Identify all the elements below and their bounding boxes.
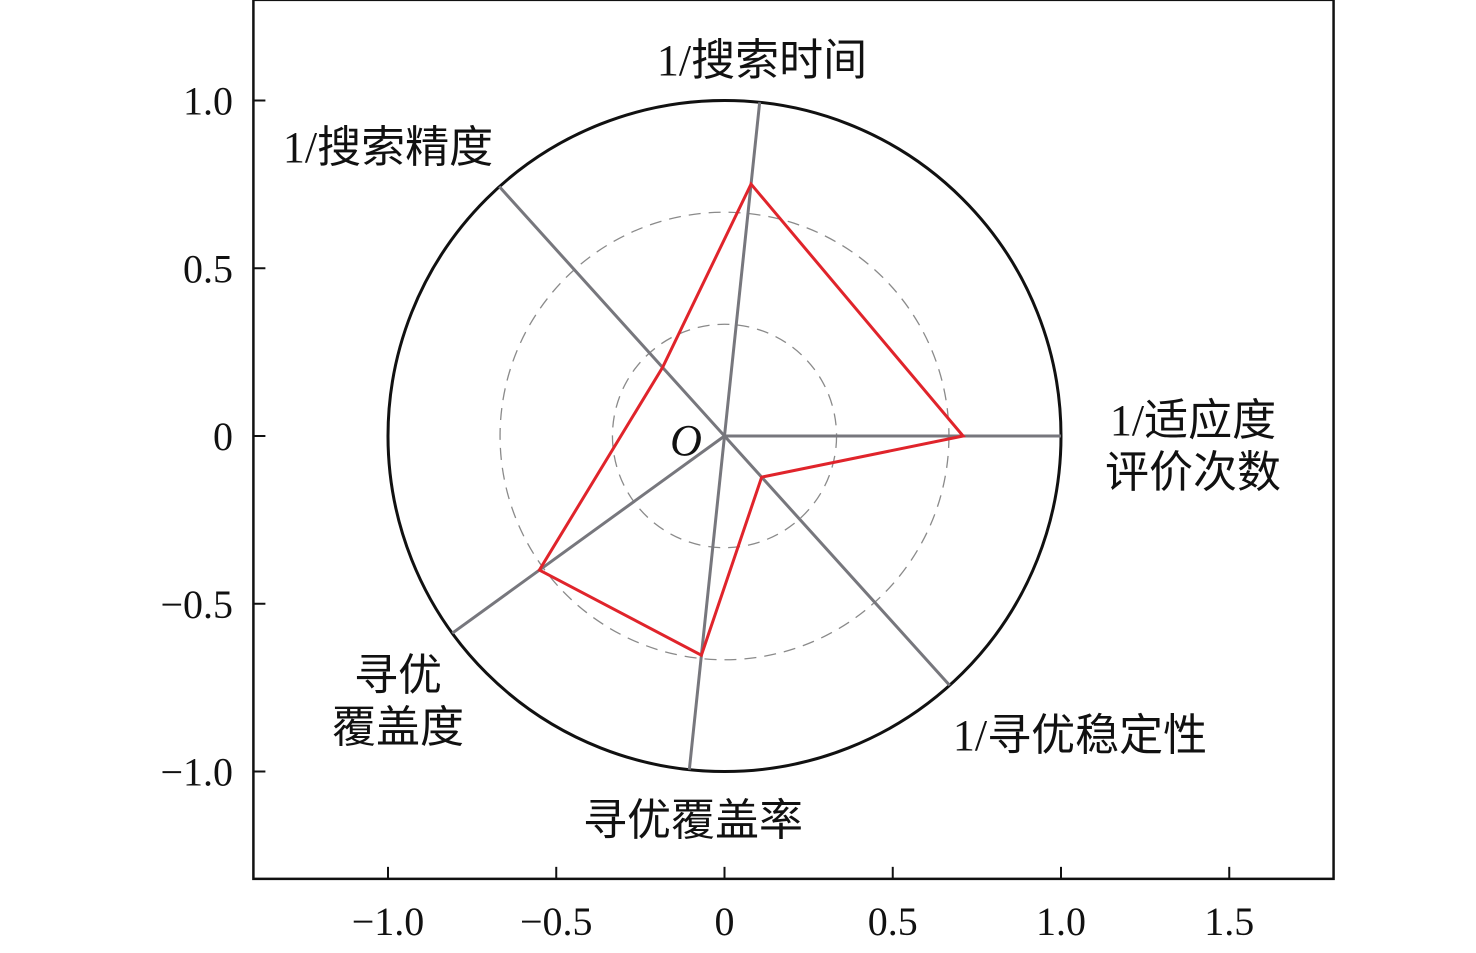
axis-label-line: 1/搜索精度 — [283, 123, 493, 172]
y-tick-label: −1.0 — [160, 750, 233, 795]
axis-label-line: 覆盖度 — [332, 703, 464, 752]
axis-label-line: 1/寻优稳定性 — [953, 711, 1207, 760]
origin-label: O — [670, 416, 702, 465]
axis-label-line: 1/适应度 — [1110, 396, 1276, 445]
axis-label: 寻优覆盖度 — [332, 651, 464, 752]
x-tick-label: 0 — [715, 899, 735, 944]
x-tick-label: 0.5 — [868, 899, 918, 944]
axis-label: 1/搜索精度 — [283, 123, 493, 172]
axis-label: 1/搜索时间 — [657, 36, 867, 85]
radar-spoke — [723, 102, 762, 437]
y-tick-label: 1.0 — [183, 79, 233, 124]
radar-spoke — [687, 435, 726, 770]
axis-label-line: 评价次数 — [1105, 448, 1281, 497]
x-tick-label: 1.0 — [1036, 899, 1086, 944]
x-tick-label: −0.5 — [520, 899, 593, 944]
radar-spoke — [498, 185, 726, 438]
y-tick-label: 0.5 — [183, 246, 233, 291]
radar-spoke — [451, 434, 726, 635]
y-tick-label: −0.5 — [160, 582, 233, 627]
axis-label-line: 寻优 — [354, 651, 442, 700]
radar-spoke — [723, 434, 951, 687]
series-polygon — [537, 181, 966, 658]
y-tick-label: 0 — [213, 414, 233, 459]
axis-label: 1/适应度评价次数 — [1105, 396, 1281, 497]
axis-label-line: 1/搜索时间 — [657, 36, 867, 85]
axis-label: 寻优覆盖率 — [583, 796, 803, 845]
x-tick-label: 1.5 — [1204, 899, 1254, 944]
axis-label: 1/寻优稳定性 — [953, 711, 1207, 760]
x-tick-label: −1.0 — [352, 899, 425, 944]
axis-label-line: 寻优覆盖率 — [583, 796, 803, 845]
plot-frame — [252, 0, 1335, 881]
